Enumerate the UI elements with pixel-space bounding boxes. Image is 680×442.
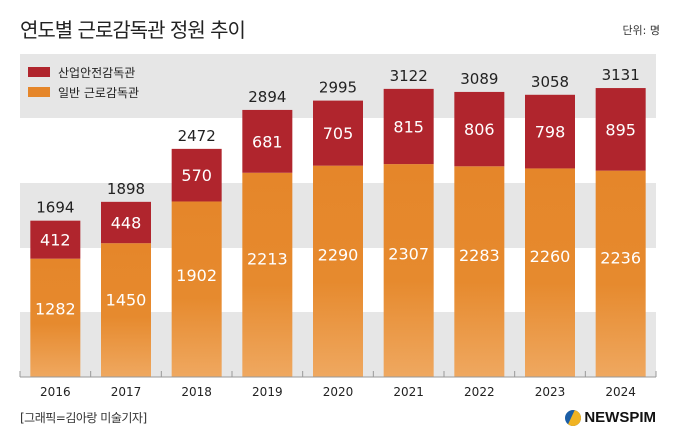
bar-general-2020 (313, 165, 363, 377)
data-label-total: 3089 (460, 70, 498, 88)
unit-label: 단위: 명 (622, 24, 660, 37)
x-tick-label: 2020 (323, 385, 354, 399)
x-tick-label: 2024 (605, 385, 636, 399)
data-label-general: 1902 (176, 266, 217, 285)
data-label-general: 2260 (530, 247, 571, 266)
x-tick-label: 2022 (464, 385, 495, 399)
data-label-safety: 705 (323, 124, 354, 143)
data-label-general: 2290 (318, 245, 359, 264)
data-label-safety: 681 (252, 132, 283, 151)
data-label-safety: 798 (535, 123, 566, 142)
bar-general-2017 (101, 243, 151, 377)
data-label-total: 3058 (531, 73, 569, 91)
data-label-safety: 895 (605, 120, 636, 139)
data-label-total: 2894 (248, 88, 286, 106)
bar-safety-2017 (101, 201, 151, 244)
data-label-safety: 448 (111, 214, 142, 233)
graphic-credit: [그래픽=김아랑 미술기자] (20, 411, 147, 425)
data-label-total: 2995 (319, 79, 357, 97)
data-label-safety: 806 (464, 120, 495, 139)
bar-general-2021 (383, 164, 434, 377)
data-label-safety: 412 (40, 231, 71, 250)
data-label-total: 2472 (178, 127, 216, 145)
legend-swatch-general (28, 87, 50, 97)
bar-safety-2021 (383, 88, 434, 165)
bar-safety-2023 (525, 94, 575, 169)
bar-general-2022 (454, 166, 505, 377)
chart-title: 연도별 근로감독관 정원 추이 (20, 18, 246, 42)
data-label-general: 1450 (106, 290, 147, 309)
legend-label-safety: 산업안전감독관 (58, 65, 136, 80)
data-label-safety: 815 (393, 117, 424, 136)
newspim-logo-icon (565, 409, 582, 426)
x-tick-label: 2019 (252, 385, 283, 399)
x-tick-label: 2017 (111, 385, 142, 399)
bar-general-2018 (171, 201, 222, 377)
newspim-logo-text: NEWSPIM (584, 409, 656, 426)
bar-safety-2018 (171, 148, 222, 202)
bar-safety-2022 (454, 91, 505, 167)
data-label-general: 1282 (35, 299, 76, 318)
x-tick-label: 2018 (181, 385, 212, 399)
data-label-safety: 570 (181, 166, 212, 185)
data-label-total: 1898 (107, 180, 145, 198)
bar-safety-2019 (242, 109, 293, 173)
legend-label-general: 일반 근로감독관 (58, 85, 140, 100)
bar-general-2019 (242, 172, 293, 377)
bar-general-2023 (525, 168, 575, 377)
data-label-total: 1694 (36, 199, 74, 217)
bar-general-2016 (30, 258, 81, 377)
data-label-general: 2213 (247, 250, 288, 269)
legend-item-safety: 산업안전감독관 (28, 62, 139, 82)
data-label-total: 3131 (602, 66, 640, 84)
bar-general-2024 (595, 170, 646, 377)
newspim-logo: NEWSPIM (565, 409, 656, 426)
data-label-general: 2236 (600, 248, 641, 267)
legend-swatch-safety (28, 67, 50, 77)
x-tick-label: 2023 (535, 385, 566, 399)
legend-item-general: 일반 근로감독관 (28, 82, 139, 102)
data-label-total: 3122 (390, 67, 428, 85)
x-tick-label: 2021 (393, 385, 424, 399)
legend: 산업안전감독관 일반 근로감독관 (28, 62, 139, 102)
bar-safety-2020 (313, 100, 363, 166)
bar-safety-2016 (30, 220, 81, 259)
data-label-general: 2307 (388, 245, 429, 264)
bar-safety-2024 (595, 88, 646, 171)
data-label-general: 2283 (459, 246, 500, 265)
x-tick-label: 2016 (40, 385, 71, 399)
